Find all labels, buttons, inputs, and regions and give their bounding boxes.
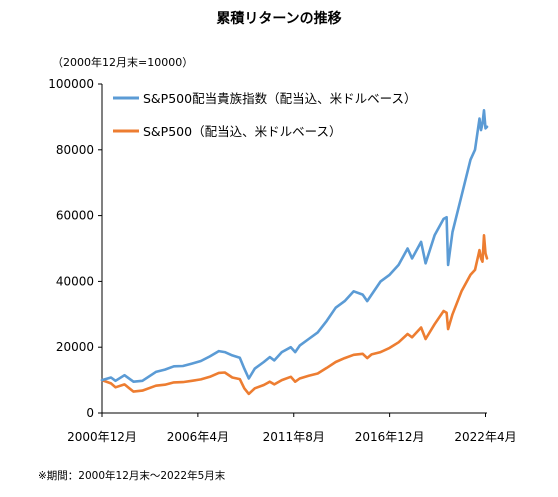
y-axis: 0 20000 40000 60000 80000 100000 [48,77,103,420]
unit-note: （2000年12月末=10000） [52,56,194,69]
y-tick-label: 20000 [56,340,94,354]
legend: S&P500配当貴族指数（配当込、米ドルベース） S&P500（配当込、米ドルベー… [113,91,416,139]
x-axis: 2000年12月 2006年4月 2011年8月 2016年12月 2022年4月 [67,412,517,444]
x-tick-label: 2022年4月 [454,430,516,444]
x-tick-label: 2006年4月 [167,430,229,444]
series-layer [100,109,489,396]
footnote: ※期間：2000年12月末～2022年5月末 [38,470,226,482]
x-tick-label: 2000年12月 [67,430,137,444]
y-tick-label: 60000 [56,209,94,223]
legend-label: S&P500配当貴族指数（配当込、米ドルベース） [143,91,416,106]
series-line [100,109,489,383]
y-tick-label: 40000 [56,274,94,288]
y-tick-label: 0 [86,406,94,420]
y-tick-label: 80000 [56,143,94,157]
x-tick-label: 2011年8月 [263,430,325,444]
y-tick-label: 100000 [48,77,94,91]
legend-label: S&P500（配当込、米ドルベース） [143,124,341,139]
x-tick-label: 2016年12月 [355,430,425,444]
series-line [100,234,489,396]
chart-title: 累積リターンの推移 [216,11,342,27]
